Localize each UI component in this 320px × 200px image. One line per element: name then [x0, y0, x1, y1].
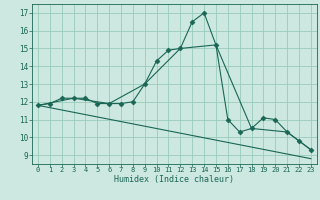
X-axis label: Humidex (Indice chaleur): Humidex (Indice chaleur)	[115, 175, 234, 184]
